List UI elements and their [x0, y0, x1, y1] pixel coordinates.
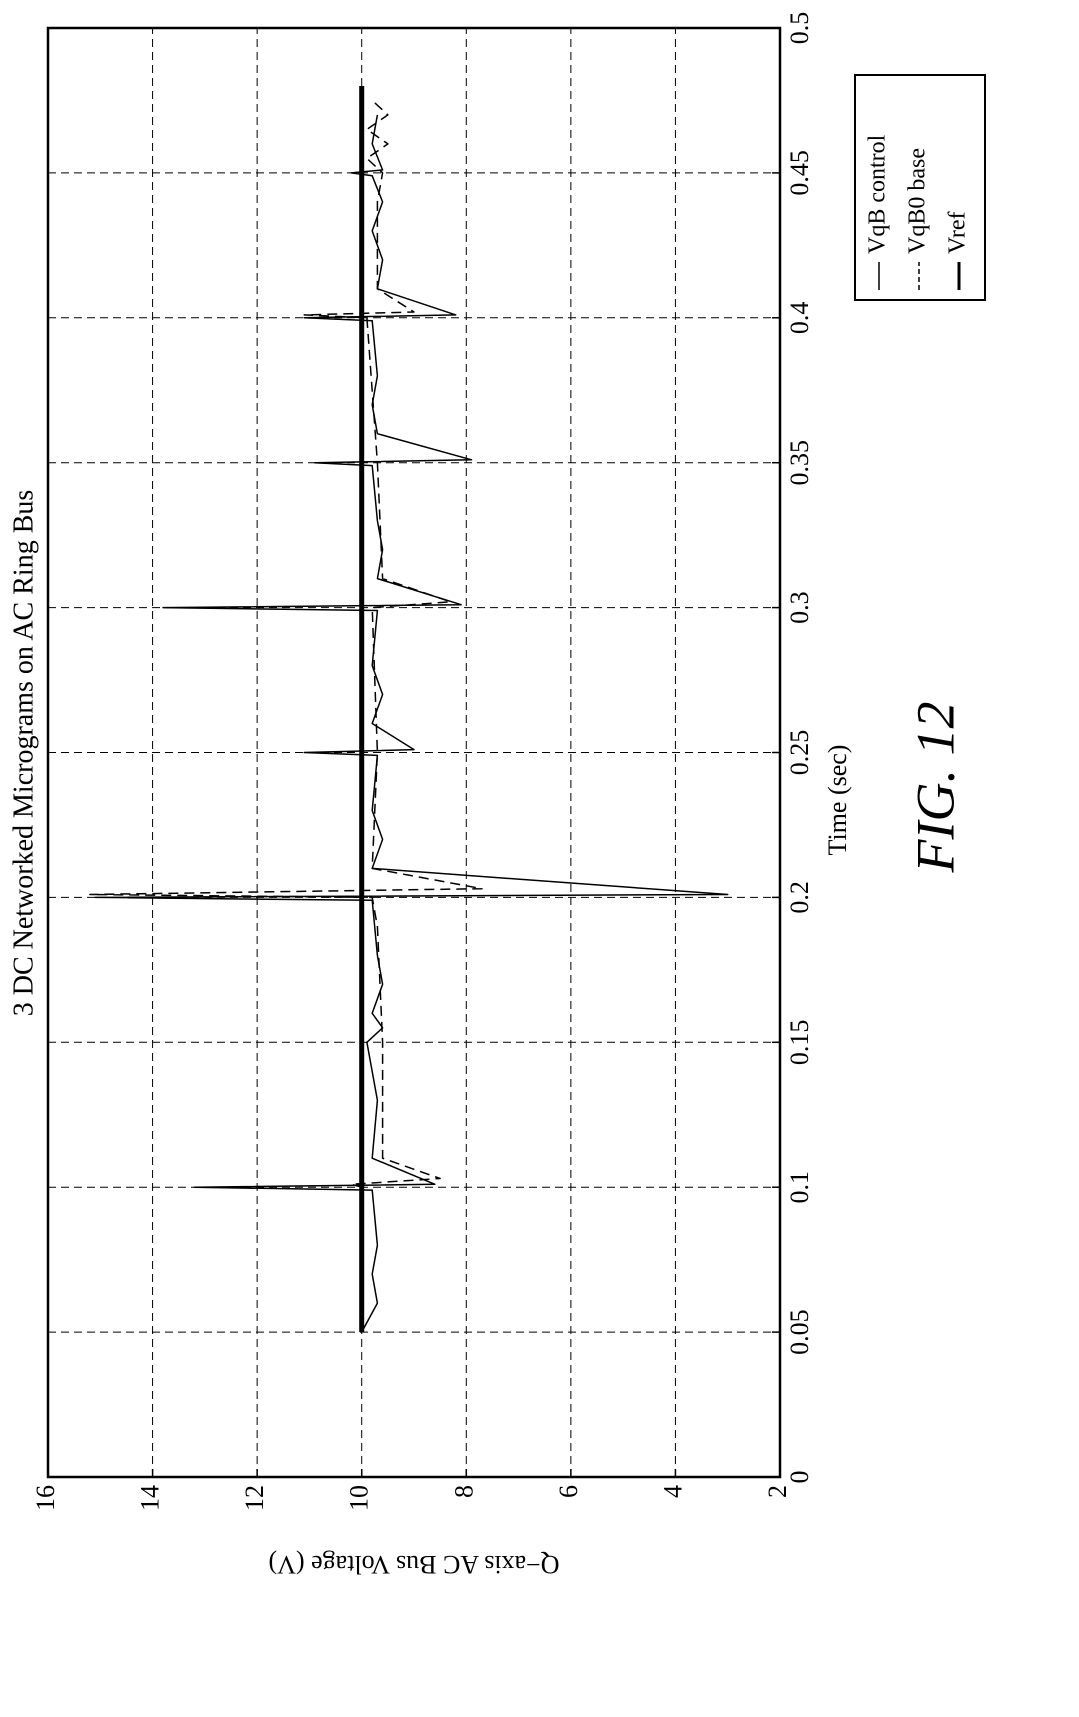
legend-label: VqB control — [865, 134, 891, 254]
x-tick-label: 0.4 — [785, 302, 814, 335]
x-tick-label: 0.35 — [785, 440, 814, 486]
y-tick-label: 6 — [554, 1485, 583, 1498]
plot-frame — [46, 26, 782, 1479]
y-tick-label: 12 — [240, 1485, 269, 1511]
data-line — [89, 99, 483, 1333]
x-tick-label: 0.2 — [785, 881, 814, 914]
y-tick-label: 16 — [31, 1485, 60, 1511]
x-axis-label: Time (sec) — [823, 745, 852, 856]
x-tick-label: 0.3 — [785, 591, 814, 624]
x-tick-label: 0.45 — [785, 150, 814, 196]
y-tick-label: 2 — [763, 1485, 792, 1498]
y-tick-label: 14 — [136, 1485, 165, 1511]
x-tick-label: 0.25 — [785, 730, 814, 776]
figure-label: FIG. 12 — [905, 702, 965, 874]
rotated-chart: 3 DC Networked Micrograms on AC Ring Bus… — [8, 12, 986, 1579]
x-tick-label: 0 — [785, 1471, 814, 1484]
x-tick-label: 0.1 — [785, 1171, 814, 1204]
x-tick-label: 0.05 — [785, 1309, 814, 1355]
x-tick-label: 0.5 — [785, 12, 814, 45]
y-tick-label: 4 — [658, 1485, 687, 1498]
y-tick-label: 10 — [345, 1485, 374, 1511]
x-tick-label: 0.15 — [785, 1020, 814, 1066]
y-tick-label: 8 — [449, 1485, 478, 1498]
legend-box — [854, 74, 986, 301]
chart-title: 3 DC Networked Micrograms on AC Ring Bus — [8, 490, 39, 1017]
data-line — [94, 114, 729, 1333]
legend-label: VqB0 base — [905, 148, 931, 254]
legend-label: Vref — [945, 211, 971, 254]
y-axis-label: Q−axis AC Bus Voltage (V) — [268, 1550, 559, 1579]
